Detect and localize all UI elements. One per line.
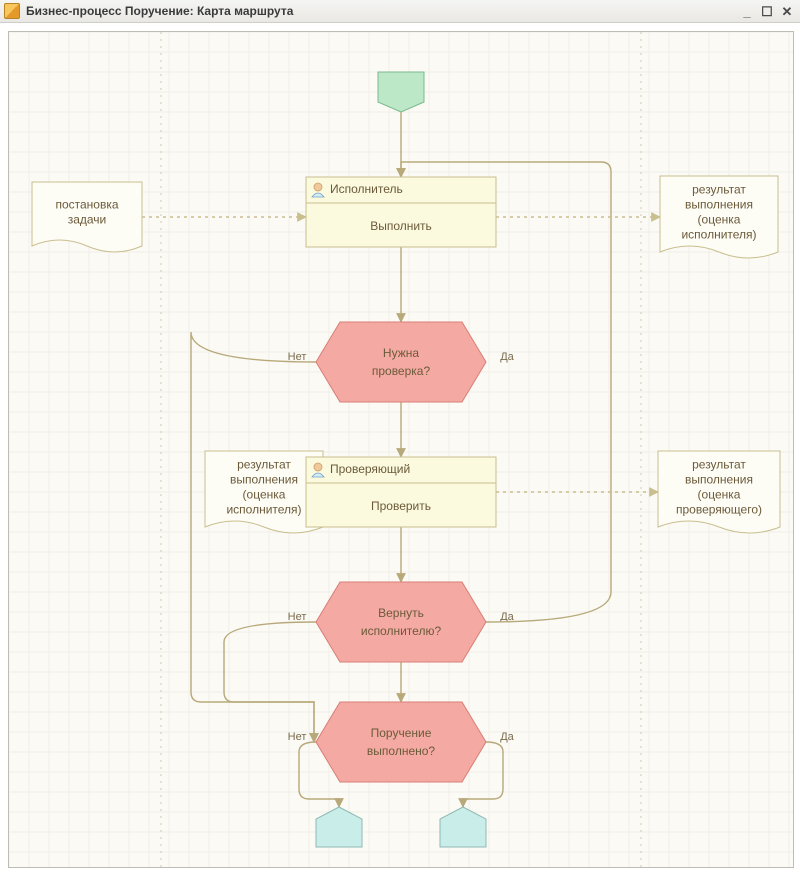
- svg-text:результат: результат: [237, 458, 291, 472]
- svg-text:исполнителю?: исполнителю?: [361, 624, 442, 638]
- svg-text:проверяющего): проверяющего): [676, 503, 762, 517]
- svg-text:проверка?: проверка?: [372, 364, 431, 378]
- window-title: Бизнес-процесс Поручение: Карта маршрута: [26, 4, 293, 18]
- app-icon: [4, 3, 20, 19]
- svg-text:выполнения: выполнения: [685, 473, 753, 487]
- svg-text:постановка: постановка: [55, 198, 118, 212]
- svg-text:(оценка: (оценка: [698, 213, 741, 227]
- svg-text:исполнителя): исполнителя): [681, 228, 756, 242]
- svg-text:(оценка: (оценка: [243, 488, 286, 502]
- svg-text:Нет: Нет: [288, 611, 307, 623]
- svg-text:результат: результат: [692, 458, 746, 472]
- svg-text:Да: Да: [500, 731, 514, 743]
- svg-text:Выполнить: Выполнить: [370, 219, 432, 233]
- svg-text:Исполнитель: Исполнитель: [330, 182, 403, 196]
- svg-text:(оценка: (оценка: [698, 488, 741, 502]
- flowchart-svg: ДаНетНетДаНетДаИсполнительВыполнитьпоста…: [9, 32, 793, 867]
- svg-text:задачи: задачи: [68, 213, 107, 227]
- svg-text:Да: Да: [500, 351, 514, 363]
- svg-text:исполнителя): исполнителя): [226, 503, 301, 517]
- svg-text:Нет: Нет: [288, 731, 307, 743]
- window-minimize-button[interactable]: _: [738, 3, 756, 19]
- svg-text:выполнено?: выполнено?: [367, 744, 436, 758]
- svg-text:Проверить: Проверить: [371, 499, 431, 513]
- window-titlebar: Бизнес-процесс Поручение: Карта маршрута…: [0, 0, 800, 23]
- svg-text:Нет: Нет: [288, 351, 307, 363]
- window-maximize-button[interactable]: ☐: [758, 3, 776, 19]
- svg-text:Вернуть: Вернуть: [378, 606, 424, 620]
- svg-text:результат: результат: [692, 183, 746, 197]
- svg-text:Поручение: Поручение: [371, 726, 432, 740]
- diagram-canvas[interactable]: ДаНетНетДаНетДаИсполнительВыполнитьпоста…: [8, 31, 794, 868]
- svg-text:Нужна: Нужна: [383, 346, 419, 360]
- svg-text:выполнения: выполнения: [230, 473, 298, 487]
- svg-text:Проверяющий: Проверяющий: [330, 462, 410, 476]
- svg-text:выполнения: выполнения: [685, 198, 753, 212]
- window-close-button[interactable]: ✕: [778, 3, 796, 19]
